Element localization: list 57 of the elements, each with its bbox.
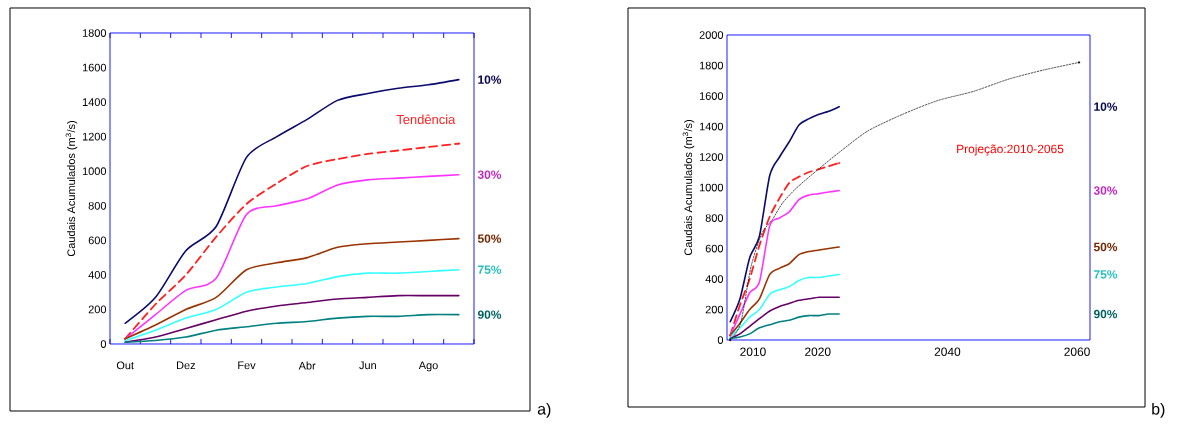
line-series (124, 173, 460, 340)
line-series (124, 313, 460, 344)
y-tick-label: 1600 (82, 63, 107, 72)
x-tick-label: Jun (359, 361, 376, 370)
y-tick-label: 800 (88, 201, 107, 210)
y-tick-label: 800 (705, 214, 724, 222)
line-series (124, 268, 460, 342)
y-tick-label: 1800 (82, 29, 107, 37)
y-tick-label: 0 (100, 340, 107, 348)
y-tick-label: 1000 (699, 183, 724, 192)
line-series (729, 296, 840, 340)
text: 75% (1094, 270, 1118, 279)
line-series (729, 246, 840, 337)
line-series (124, 237, 460, 340)
text: 10% (1094, 102, 1118, 111)
x-tick-label: Out (116, 361, 134, 370)
y-tick-label: 200 (705, 305, 724, 314)
y-tick-label: 1800 (699, 61, 724, 70)
text: a) (537, 402, 551, 418)
line-series (124, 78, 460, 325)
series-label: Tendência (396, 114, 456, 125)
x-tick-label: Ago (418, 361, 438, 372)
y-tick-label: 200 (88, 305, 107, 314)
annotation: Projeção:2010-2065 (957, 144, 1064, 156)
y-tick-label: 600 (88, 236, 107, 245)
y-tick-label: 1200 (699, 153, 724, 161)
series-label: 90% (477, 310, 502, 319)
x-tick-label: Dez (177, 361, 196, 370)
series-label: 10% (478, 75, 502, 84)
x-tick-label: 2060 (1064, 347, 1090, 356)
y-tick-label: 400 (88, 271, 107, 279)
line-series (729, 313, 840, 340)
y-axis-title: Caudais Acumulados (m$^{3}$/s) (682, 120, 695, 256)
text: 90% (1093, 309, 1118, 319)
y-tick-label: 1600 (699, 92, 724, 100)
y-tick-label: 1400 (699, 122, 724, 131)
series-label: 50% (477, 234, 502, 243)
y-axis-title: Caudais Acumulados (m$^{3}$/s) (65, 121, 78, 257)
line-series (729, 189, 840, 337)
x-tick-label: 2040 (934, 347, 961, 356)
y-tick-label: 1000 (82, 167, 107, 176)
x-tick-label: 2010 (740, 347, 766, 356)
y-tick-label: 1400 (82, 98, 107, 106)
x-tick-label: Abr (298, 361, 316, 370)
y-tick-label: 400 (705, 275, 724, 283)
line-series (729, 105, 840, 323)
x-tick-label: Fev (238, 361, 256, 370)
text: b) (1152, 402, 1165, 418)
y-tick-label: 1200 (82, 132, 107, 141)
text: 30% (1093, 186, 1118, 195)
text: 50% (1093, 242, 1118, 252)
series-label: 75% (478, 265, 502, 274)
y-tick-label: 600 (705, 244, 724, 253)
x-tick-label: 2020 (805, 347, 831, 356)
series-label: 30% (477, 170, 502, 179)
y-tick-label: 2000 (699, 31, 724, 39)
y-tick-label: 0 (717, 336, 724, 344)
